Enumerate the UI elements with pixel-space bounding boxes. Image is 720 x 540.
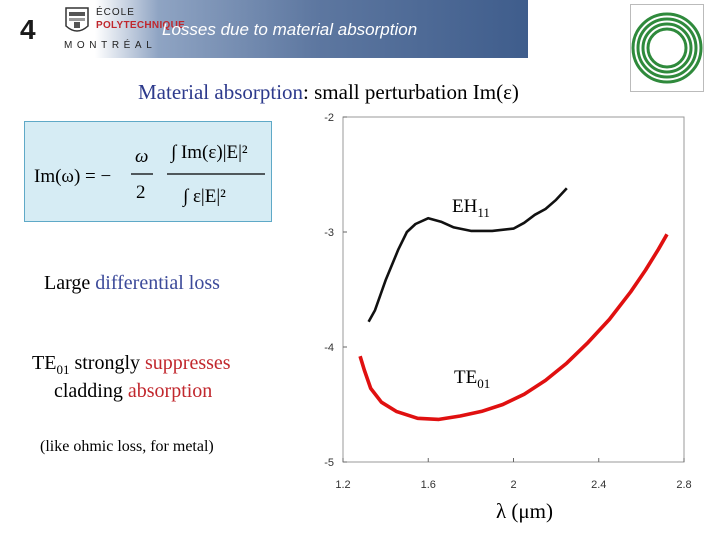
formula: Im(ω) = − ω 2 ∫ Im(ε)|E|² ∫ ε|E|² <box>34 142 265 208</box>
formula-lhs: Im(ω) = − <box>34 166 111 187</box>
large-prefix: Large <box>44 272 96 294</box>
x-tick-label: 1.2 <box>335 479 350 491</box>
formula-den-left: 2 <box>136 182 146 203</box>
x-tick-label: 1.6 <box>421 479 436 491</box>
slide-number: 4 <box>20 14 36 45</box>
fiber-cross-section-icon <box>630 4 704 92</box>
te-line1-mid: strongly <box>69 352 145 374</box>
ohmic-note: (like ohmic loss, for metal) <box>40 438 214 455</box>
te-text-line1: TE01 strongly suppresses <box>32 352 231 378</box>
logo-text-ecole: ÉCOLE <box>96 7 135 18</box>
crest-icon <box>65 7 89 32</box>
te-line2-prefix: cladding <box>54 380 128 402</box>
large-loss-text: Large differential loss <box>44 272 220 295</box>
formula-num-left: ω <box>135 146 148 167</box>
logo-text-montreal: MONTRÉAL <box>64 40 157 51</box>
polytechnique-logo <box>65 7 89 32</box>
te01-curve <box>358 233 669 422</box>
eh11-curve <box>367 187 568 323</box>
y-tick-label: -4 <box>324 342 334 354</box>
large-highlight: differential loss <box>95 272 220 294</box>
formula-den-right: ∫ ε|E|² <box>182 186 226 208</box>
slide-title: Losses due to material absorption <box>162 20 418 39</box>
x-tick-label: 2.8 <box>676 479 691 491</box>
formula-box: Im(ω) = − ω 2 ∫ Im(ε)|E|² ∫ ε|E|² <box>24 121 272 222</box>
te-line2-highlight: absorption <box>127 380 213 402</box>
subtitle-highlight: Material absorption <box>138 80 304 104</box>
x-tick-label: 2.4 <box>591 479 606 491</box>
te-text-line2: cladding absorption <box>54 380 212 403</box>
subtitle-rest: : small perturbation Im(ε) <box>303 80 519 104</box>
y-tick-label: -3 <box>324 227 334 239</box>
te-line1-prefix: TE <box>32 352 57 374</box>
y-tick-label: -5 <box>324 457 334 469</box>
x-tick-label: 2 <box>510 479 516 491</box>
te-line1-sub: 01 <box>56 362 70 377</box>
te01-label: TE01 <box>454 367 491 391</box>
subtitle: Material absorption: small perturbation … <box>138 80 519 105</box>
formula-num-right: ∫ Im(ε)|E|² <box>170 142 248 164</box>
eh11-label: EH11 <box>452 196 490 220</box>
y-tick-label: -2 <box>324 112 334 124</box>
te-line1-highlight: suppresses <box>145 352 231 374</box>
x-axis-label: λ (μm) <box>496 499 554 523</box>
logo-text-polytechnique: POLYTECHNIQUE <box>96 20 186 31</box>
